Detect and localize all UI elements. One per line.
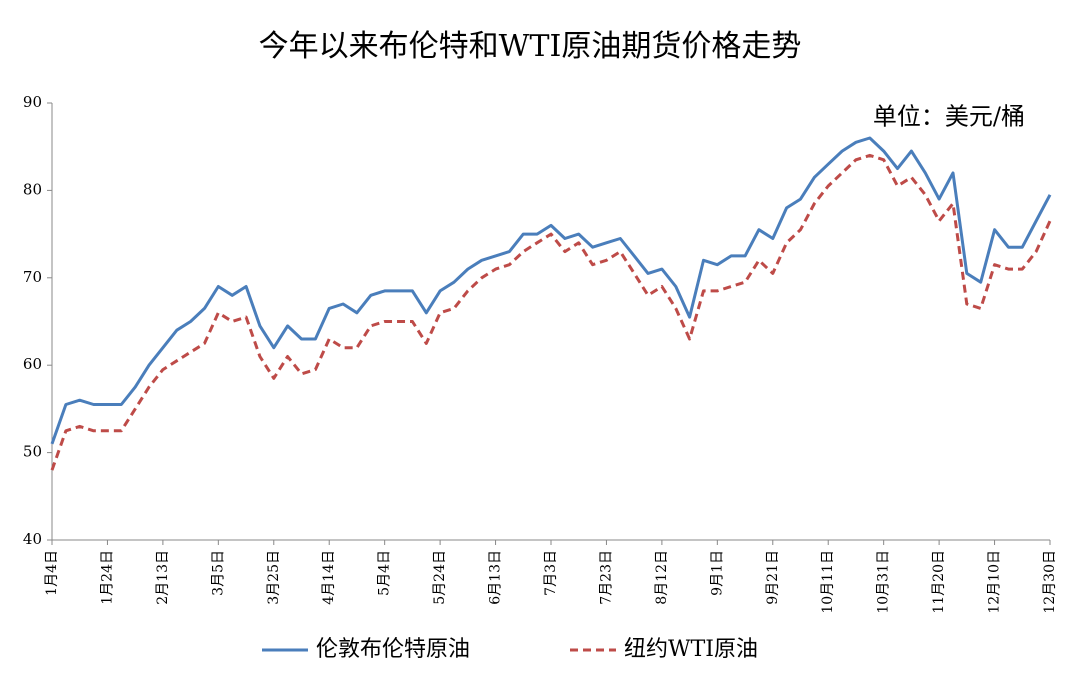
legend-label: 纽约WTI原油 xyxy=(624,637,758,662)
x-tick-label: 4月14日 xyxy=(321,550,337,605)
x-tick-label: 9月21日 xyxy=(765,550,781,605)
x-tick-label: 3月25日 xyxy=(266,550,282,605)
y-tick-label: 40 xyxy=(23,530,42,548)
x-tick-label: 7月23日 xyxy=(598,550,614,605)
series-line xyxy=(50,153,1052,471)
y-tick-label: 50 xyxy=(23,443,42,461)
chart-title: 今年以来布伦特和WTI原油期货价格走势 xyxy=(259,29,802,64)
series-line xyxy=(50,136,1052,445)
x-tick-label: 11月20日 xyxy=(931,550,947,614)
y-tick-label: 90 xyxy=(23,93,42,111)
unit-annotation: 单位：美元/桶 xyxy=(873,103,1025,131)
x-tick-label: 1月4日 xyxy=(44,550,60,596)
y-tick-label: 80 xyxy=(23,180,42,198)
y-tick-label: 60 xyxy=(23,355,42,373)
x-tick-label: 12月30日 xyxy=(1042,550,1058,614)
x-tick-label: 2月13日 xyxy=(155,550,171,605)
x-tick-label: 5月24日 xyxy=(432,550,448,605)
x-tick-label: 10月31日 xyxy=(876,550,892,614)
x-tick-label: 5月4日 xyxy=(377,550,393,596)
x-tick-label: 7月3日 xyxy=(543,550,559,596)
x-tick-label: 9月1日 xyxy=(709,550,725,596)
x-tick-label: 1月24日 xyxy=(99,550,115,605)
y-tick-label: 70 xyxy=(23,268,42,286)
legend-label: 伦敦布伦特原油 xyxy=(316,637,470,662)
x-tick-label: 8月12日 xyxy=(654,550,670,605)
x-tick-label: 6月13日 xyxy=(488,550,504,605)
x-tick-label: 3月5日 xyxy=(210,550,226,596)
x-tick-label: 10月11日 xyxy=(820,550,836,614)
x-tick-label: 12月10日 xyxy=(987,550,1003,614)
